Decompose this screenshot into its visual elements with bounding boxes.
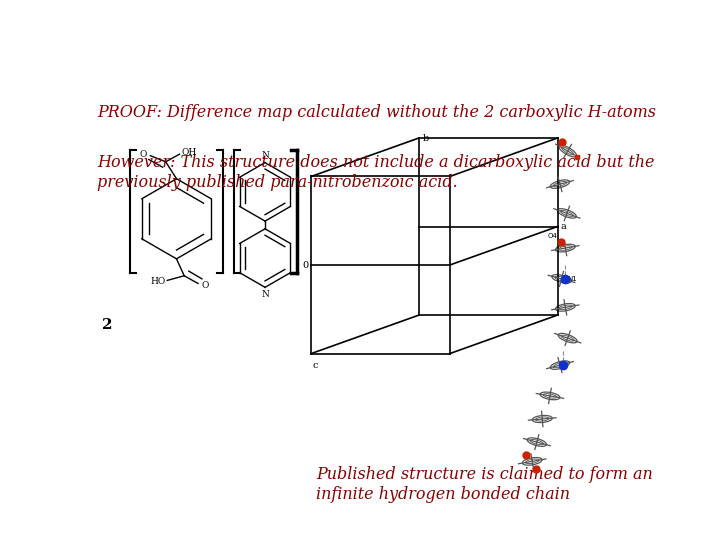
Text: N1: N1 <box>567 276 577 282</box>
Text: O: O <box>140 150 148 159</box>
Text: OH: OH <box>181 148 197 157</box>
Text: N: N <box>261 289 269 299</box>
Text: Published structure is claimed to form an
infinite hydrogen bonded chain: Published structure is claimed to form a… <box>316 466 653 503</box>
Text: PROOF: Difference map calculated without the 2 carboxylic H-atoms: PROOF: Difference map calculated without… <box>97 104 657 122</box>
Text: HO: HO <box>150 278 166 286</box>
Text: 2: 2 <box>102 318 112 332</box>
Text: 0: 0 <box>302 260 308 269</box>
Text: c: c <box>312 361 318 370</box>
Text: O: O <box>201 280 209 289</box>
Text: However: This structure does not include a dicarboxylic acid but the
previously : However: This structure does not include… <box>97 154 655 191</box>
Text: N: N <box>261 151 269 160</box>
Text: O4: O4 <box>548 233 558 239</box>
Text: b: b <box>423 134 429 143</box>
Text: a: a <box>561 222 567 231</box>
